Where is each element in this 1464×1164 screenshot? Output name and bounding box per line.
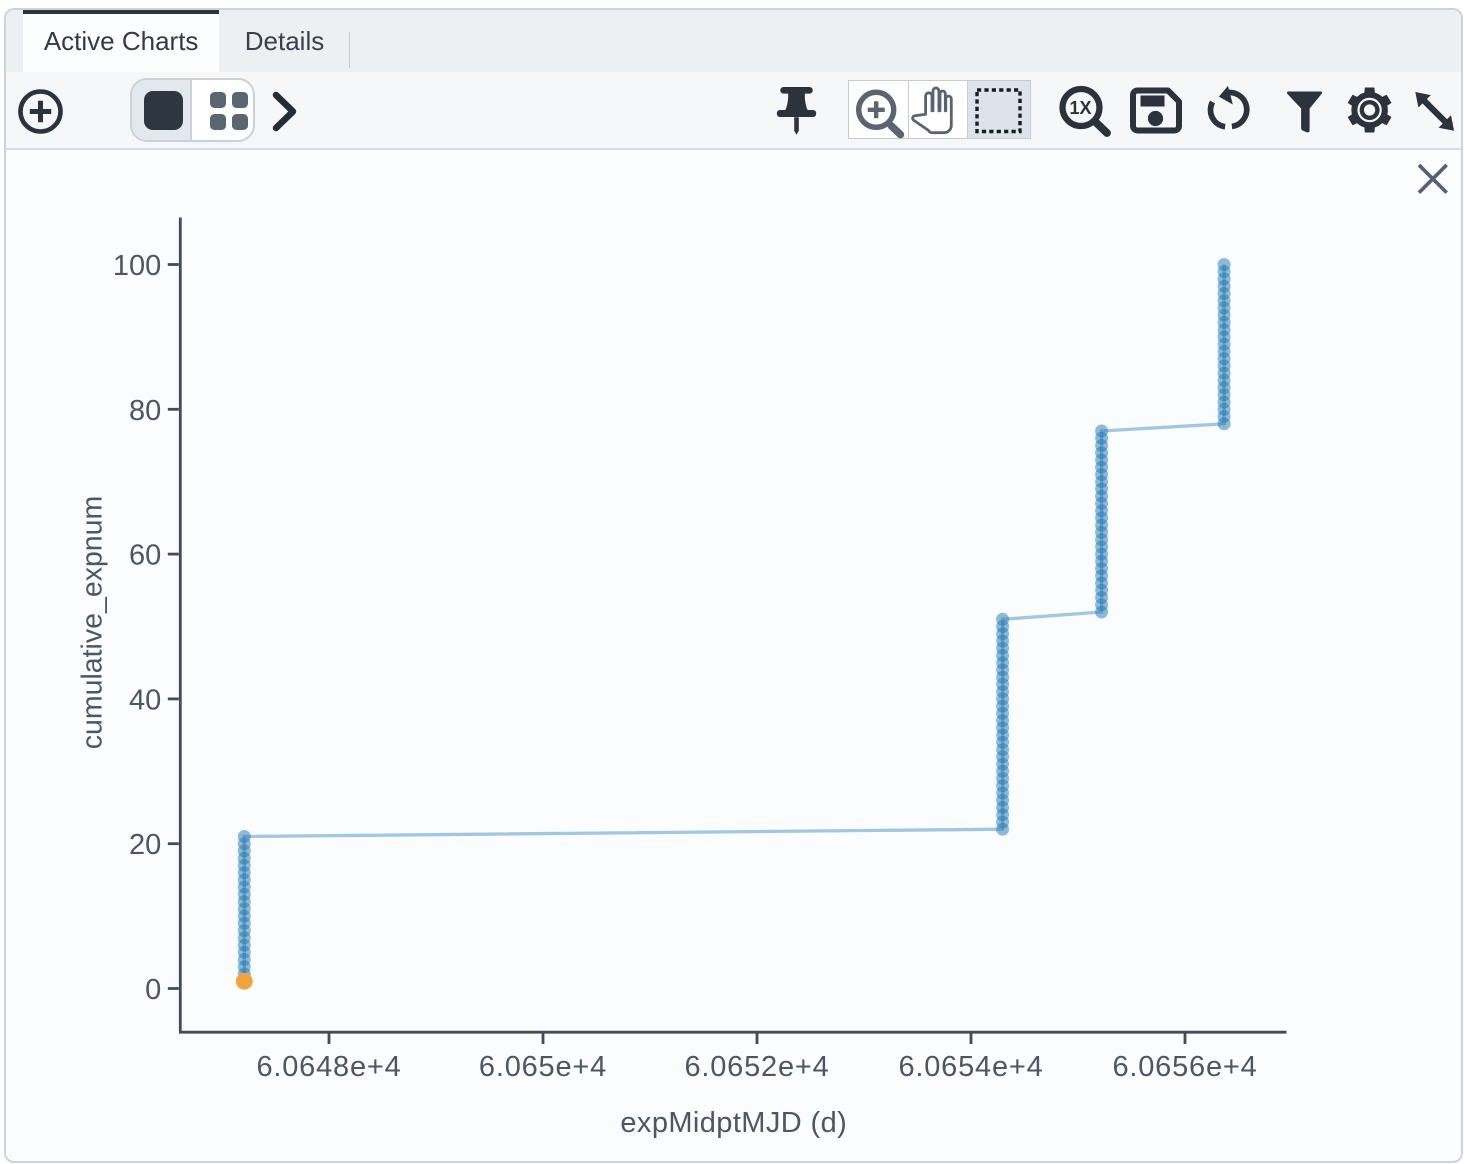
svg-text:1X: 1X bbox=[1069, 98, 1091, 118]
svg-text:6.0652e+4: 6.0652e+4 bbox=[684, 1051, 829, 1083]
svg-text:0: 0 bbox=[145, 974, 161, 1006]
svg-text:cumulative_expnum: cumulative_expnum bbox=[77, 496, 109, 749]
svg-text:80: 80 bbox=[129, 395, 161, 427]
svg-text:100: 100 bbox=[113, 250, 161, 282]
svg-text:40: 40 bbox=[129, 684, 161, 716]
svg-text:6.065e+4: 6.065e+4 bbox=[479, 1051, 607, 1083]
svg-text:expMidptMJD (d): expMidptMJD (d) bbox=[620, 1107, 847, 1139]
svg-text:6.0656e+4: 6.0656e+4 bbox=[1112, 1051, 1257, 1083]
svg-text:20: 20 bbox=[129, 829, 161, 861]
svg-text:6.0648e+4: 6.0648e+4 bbox=[256, 1051, 401, 1083]
svg-text:60: 60 bbox=[129, 540, 161, 572]
svg-text:6.0654e+4: 6.0654e+4 bbox=[898, 1051, 1043, 1083]
